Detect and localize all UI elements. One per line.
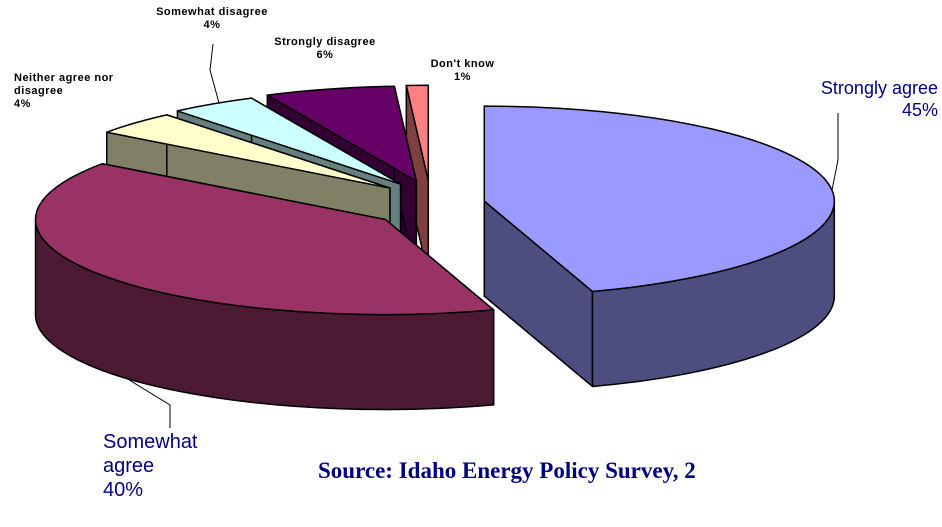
slice-percent: 1% (454, 71, 471, 84)
slice-label: Somewhat disagree 4% (120, 6, 304, 32)
slice-name: Somewhat disagree (156, 6, 268, 18)
leader-line (831, 113, 839, 191)
slice-label: Strongly disagree 6% (240, 36, 410, 62)
slice-percent: 4% (203, 19, 221, 32)
slice (176, 97, 402, 185)
slice (106, 114, 391, 189)
slice (34, 162, 495, 316)
slice-percent: 4% (14, 98, 31, 111)
source-note: Source: Idaho Energy Policy Survey, 2 (318, 458, 696, 483)
slice-name: Somewhat agree (103, 431, 198, 477)
slice (483, 105, 836, 293)
slice (266, 85, 418, 182)
leader-line (209, 43, 223, 115)
slices (34, 84, 836, 411)
slice-name: Strongly disagree (274, 36, 376, 48)
slice-percent: 6% (316, 49, 334, 62)
slice-percent: 45% (901, 99, 938, 120)
slice-label: Neither agree nor disagree 4% (14, 72, 154, 112)
slice-name: Don't know (430, 58, 495, 70)
slice-name: Strongly agree (820, 78, 938, 98)
slice-label: Somewhat agree 40% (103, 430, 213, 502)
slice-label: Don't know 1% (400, 58, 525, 84)
slice-percent: 40% (103, 479, 144, 501)
slice-name: Neither agree nor disagree (14, 72, 114, 98)
slice-label: Strongly agree 45% (730, 78, 938, 121)
slice (405, 84, 430, 182)
